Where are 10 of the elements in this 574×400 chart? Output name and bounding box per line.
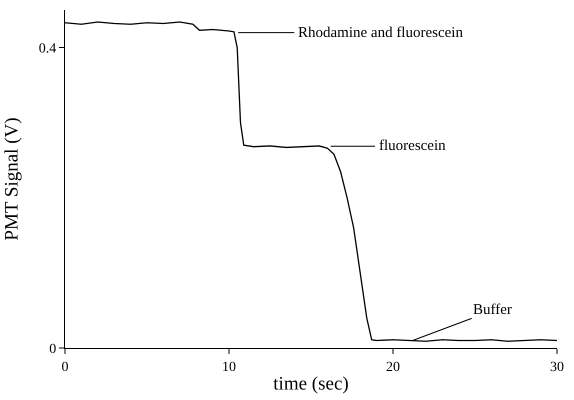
annotation: fluorescein: [379, 138, 446, 154]
annotation: Buffer: [473, 302, 512, 318]
x-tick-label: 10: [222, 360, 236, 375]
annotation: Rhodamine and fluorescein: [298, 25, 464, 41]
x-tick-label: 0: [62, 360, 68, 375]
x-tick-label: 30: [550, 360, 564, 375]
x-axis-title: time (sec): [273, 374, 349, 395]
y-tick-label: 0.4: [38, 41, 56, 56]
x-tick-label: 20: [386, 360, 400, 375]
y-axis-title: PMT Signal (V): [2, 117, 23, 241]
